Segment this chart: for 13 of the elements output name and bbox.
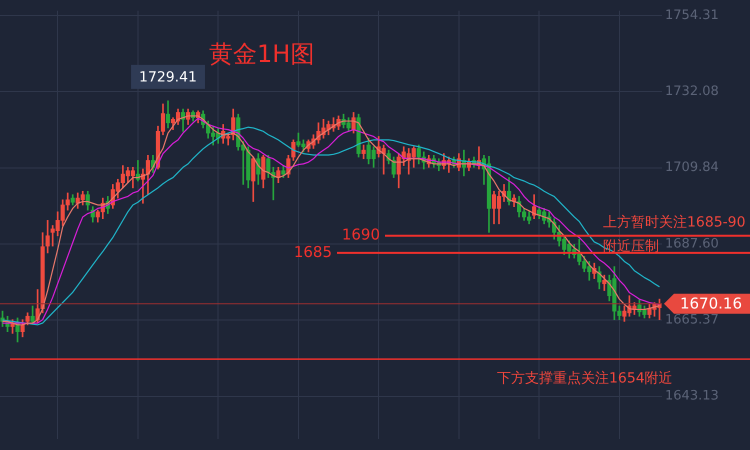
ref-line-label: 1690 (342, 226, 380, 244)
ref-line-label: 1685 (294, 242, 332, 261)
annotation: 1729.41 (139, 69, 197, 86)
y-tick-label: 1687.60 (664, 236, 719, 252)
y-tick-label: 1643.13 (664, 388, 719, 404)
ref-line-label: 1670.16 (680, 294, 742, 313)
y-tick-label: 1732.08 (664, 84, 719, 100)
y-tick-label: 1665.37 (664, 312, 719, 328)
annotation: 下方支撑重点关注1654附近 (497, 370, 673, 387)
y-tick-label: 1709.84 (664, 160, 719, 176)
text: 黄金1H图 (209, 39, 314, 70)
annotation: 上方暂时关注1685-90 (603, 214, 746, 231)
y-tick-label: 1754.31 (664, 8, 719, 23)
